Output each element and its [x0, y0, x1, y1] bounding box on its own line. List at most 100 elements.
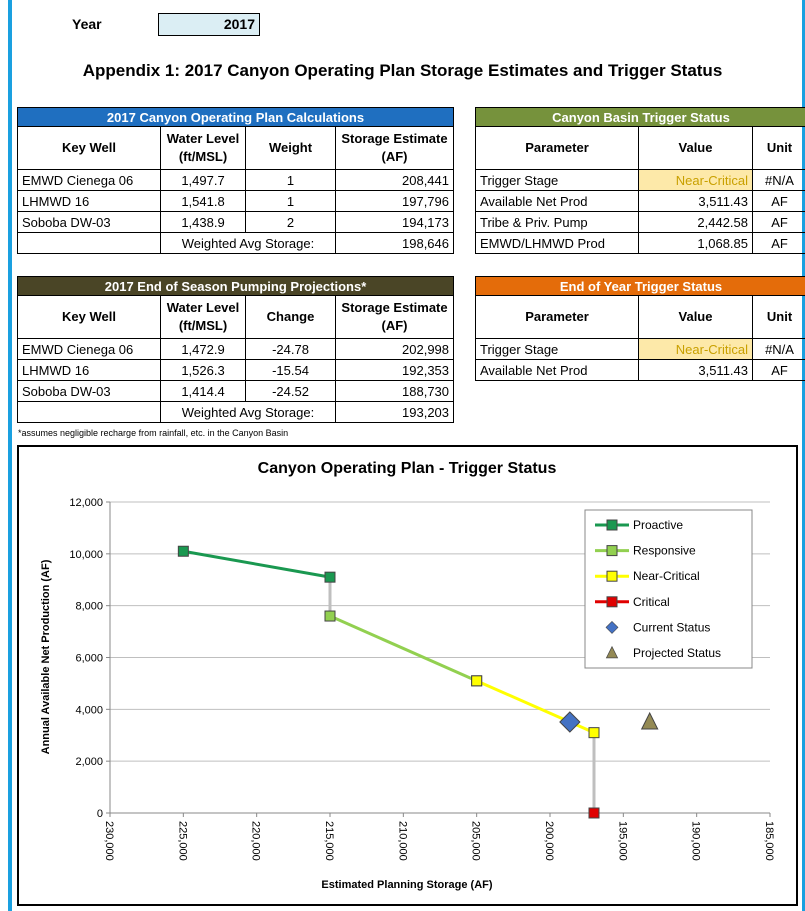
series-line [329, 614, 478, 683]
row: Soboba DW-03 1,438.9 2 194,173 [17, 211, 454, 233]
column-header: Value [638, 126, 753, 170]
legend-marker [605, 620, 619, 634]
cell: Soboba DW-03 [17, 211, 161, 233]
title-row: 2017 Canyon Operating Plan Calculations [17, 107, 454, 127]
row: Soboba DW-03 1,414.4 -24.52 188,730 [17, 380, 455, 402]
page-title: Appendix 1: 2017 Canyon Operating Plan S… [82, 61, 723, 80]
column-header: Unit [751, 295, 805, 339]
cell: 192,353 [334, 359, 455, 381]
point [324, 571, 336, 583]
x-tick-label: 200,000 [543, 821, 555, 861]
cell: 1,541.8 [160, 190, 246, 212]
point [588, 727, 600, 739]
cell: #N/A [752, 169, 805, 191]
summary-row: Weighted Avg Storage: 198,646 [17, 232, 454, 254]
cell: -24.52 [245, 380, 336, 402]
row: EMWD Cienega 06 1,497.7 1 208,441 [17, 169, 454, 191]
legend-label: Current Status [633, 620, 710, 634]
y-tick-label: 0 [97, 808, 103, 820]
cell: Trigger Stage [475, 169, 639, 191]
year-value: 2017 [158, 13, 260, 36]
eoy-trigger-table: End of Year Trigger Status Parameter Value… [474, 276, 805, 381]
column-header: Key Well [17, 126, 161, 170]
row: Trigger Stage Near-Critical #N/A [475, 338, 805, 360]
x-tick-label: 210,000 [396, 821, 408, 861]
legend-marker [606, 519, 618, 531]
legend-box [584, 509, 753, 669]
cell: Near-Critical [638, 338, 753, 360]
cell: EMWD Cienega 06 [17, 169, 161, 191]
cell: 1,526.3 [160, 359, 246, 381]
legend-label: Responsive [633, 544, 696, 558]
calc-table: 2017 Canyon Operating Plan Calculations K… [17, 107, 454, 254]
table-title: 2017 End of Season Pumping Projections* [16, 276, 455, 296]
header-row: Key Well Water Level (ft/MSL) Change Storag… [17, 295, 455, 339]
cell: #N/A [751, 338, 805, 360]
header-row: Parameter Value Unit [475, 295, 805, 339]
legend-label: Projected Status [633, 646, 721, 660]
title-row: 2017 End of Season Pumping Projections* [16, 276, 455, 296]
cell: Near-Critical [638, 169, 753, 191]
cell: AF [751, 359, 805, 381]
x-tick-label: 185,000 [763, 821, 775, 861]
cell: 188,730 [334, 380, 455, 402]
cell: EMWD Cienega 06 [17, 338, 161, 360]
x-tick-label: 220,000 [250, 821, 262, 861]
cell: 194,173 [335, 211, 454, 233]
cell: AF [752, 232, 805, 254]
row: EMWD Cienega 06 1,472.9 -24.78 202,998 [17, 338, 455, 360]
header-row: Key Well Water Level (ft/MSL) Weight Storag… [17, 126, 454, 170]
column-header: Storage Estimate (AF) [334, 295, 455, 339]
row: EMWD/LHMWD Prod 1,068.85 AF [475, 232, 805, 254]
legend-label: Proactive [633, 518, 683, 532]
x-tick-label: 230,000 [103, 821, 115, 861]
column-header: Water Level (ft/MSL) [160, 295, 246, 339]
row: Trigger Stage Near-Critical #N/A [475, 169, 805, 191]
column-header: Change [245, 295, 336, 339]
x-tick-label: 205,000 [470, 821, 482, 861]
cell: 1,472.9 [160, 338, 246, 360]
y-tick-label: 12,000 [69, 497, 103, 509]
point [640, 711, 659, 730]
title-row: Canyon Basin Trigger Status [475, 107, 805, 127]
table-title: 2017 Canyon Operating Plan Calculations [17, 107, 454, 127]
cell [17, 232, 161, 254]
y-tick-label: 4,000 [75, 704, 103, 716]
y-tick-label: 6,000 [75, 653, 103, 665]
cell: Trigger Stage [475, 338, 639, 360]
x-tick-label: 215,000 [323, 821, 335, 861]
cell: 1 [245, 169, 336, 191]
header-row: Parameter Value Unit [475, 126, 805, 170]
cell: 1 [245, 190, 336, 212]
cell: LHMWD 16 [17, 359, 161, 381]
column-header: Key Well [17, 295, 161, 339]
projection-table: 2017 End of Season Pumping Projections* K… [16, 276, 455, 423]
point [471, 675, 483, 687]
cell: 1,438.9 [160, 211, 246, 233]
cell: AF [752, 190, 805, 212]
x-tick-label: 190,000 [690, 821, 702, 861]
summary-label: Weighted Avg Storage: [160, 401, 336, 423]
cell: AF [752, 211, 805, 233]
row: LHMWD 16 1,541.8 1 197,796 [17, 190, 454, 212]
y-tick-label: 8,000 [75, 601, 103, 613]
frame-right [802, 0, 805, 911]
cell: 1,414.4 [160, 380, 246, 402]
cell: 208,441 [335, 169, 454, 191]
legend-label: Near-Critical [633, 569, 700, 583]
chart-title: Canyon Operating Plan - Trigger Status [258, 460, 557, 477]
x-axis-label: Estimated Planning Storage (AF) [321, 879, 492, 891]
x-tick-label: 195,000 [616, 821, 628, 861]
cell: 1,497.7 [160, 169, 246, 191]
legend-label: Critical [633, 595, 670, 609]
cell: 3,511.43 [638, 190, 753, 212]
cell: Soboba DW-03 [17, 380, 161, 402]
summary-label: Weighted Avg Storage: [160, 232, 336, 254]
chart: Canyon Operating Plan - Trigger Status E… [17, 445, 798, 906]
point [324, 610, 336, 622]
year-label: Year [72, 16, 102, 32]
table-title: Canyon Basin Trigger Status [475, 107, 805, 127]
legend-marker [605, 645, 619, 659]
column-header: Unit [752, 126, 805, 170]
